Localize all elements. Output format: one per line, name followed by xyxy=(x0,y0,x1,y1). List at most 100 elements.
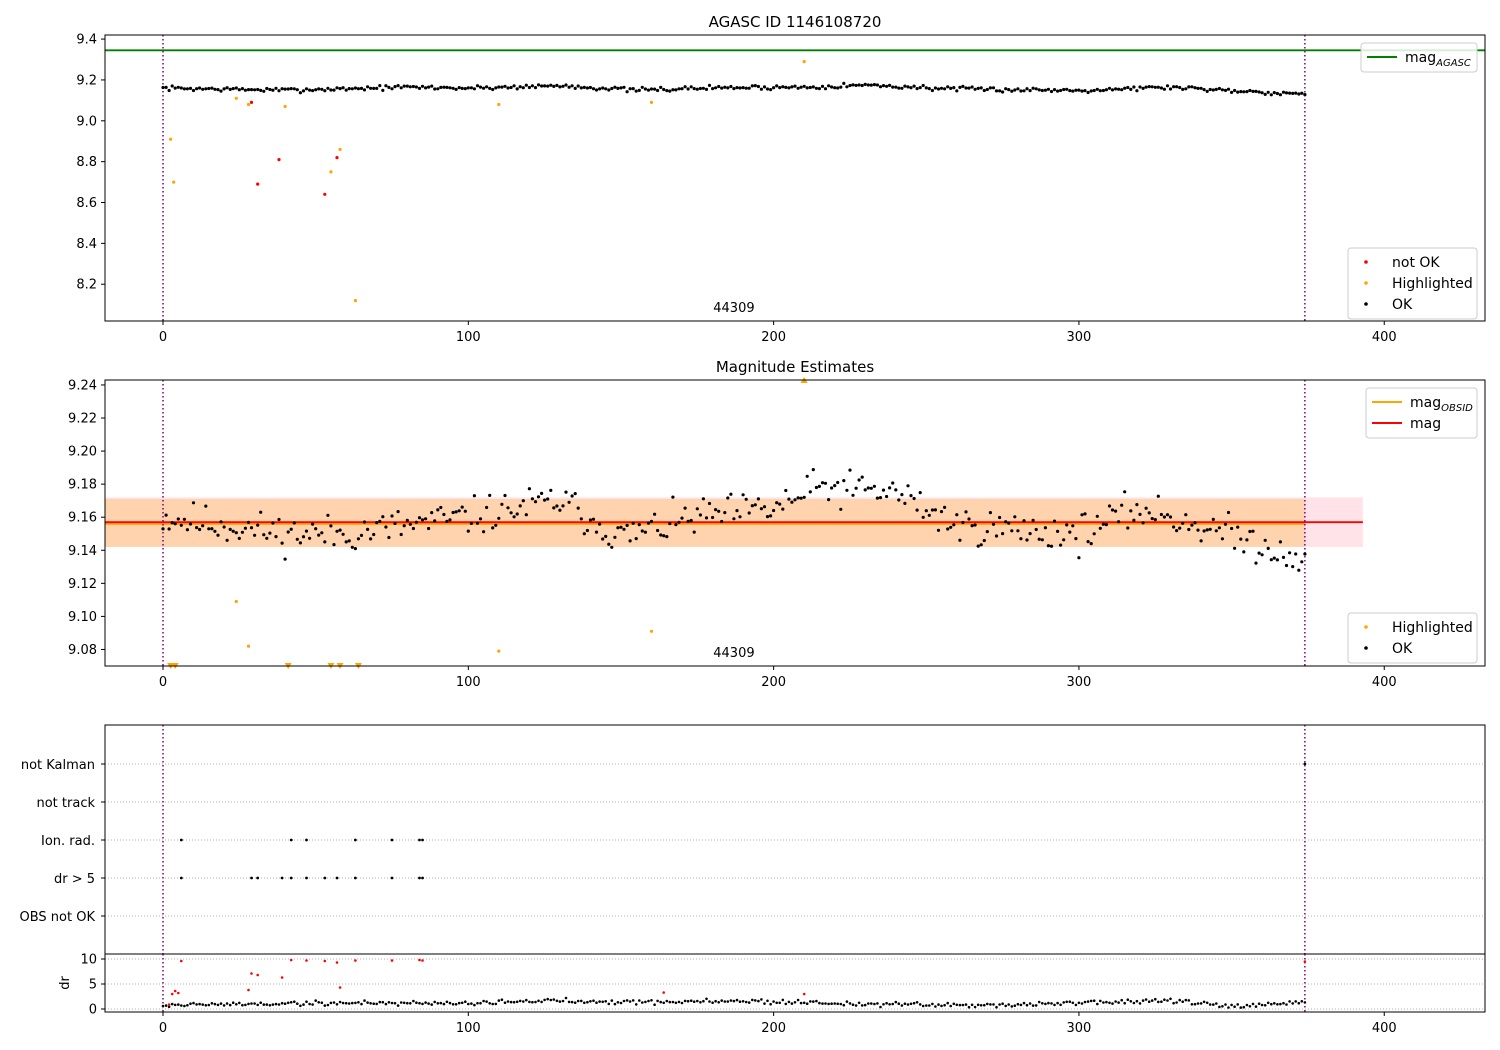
p2-ok-point-46 xyxy=(301,535,306,539)
p2-ok-point-29 xyxy=(249,526,254,530)
p4-dr-ok-point-97 xyxy=(457,1001,461,1005)
p1-highlighted-point-2 xyxy=(234,96,238,100)
p2-ok-point-165 xyxy=(665,535,669,539)
p1-ok-point-62 xyxy=(350,87,354,91)
p2-ok-point-95 xyxy=(451,510,455,515)
p2-axes-frame xyxy=(104,379,1486,667)
p4-dr-ok-point-368 xyxy=(1285,1003,1288,1006)
p4-dr-ok-point-305 xyxy=(1092,999,1096,1002)
p1-ok-point-30 xyxy=(253,88,257,92)
p1-ok-point-371 xyxy=(1294,91,1298,95)
p2-ok-point-296 xyxy=(1065,523,1069,527)
p4-dr-ok-point-191 xyxy=(744,1000,748,1004)
p2-legend-bottom-swatch-1 xyxy=(1364,646,1368,650)
p2-ok-point-152 xyxy=(625,523,629,528)
p2-ok-point-110 xyxy=(497,516,501,520)
p1-ok-point-161 xyxy=(653,87,657,91)
p1-ok-point-98 xyxy=(460,86,464,90)
p2-ok-point-75 xyxy=(390,514,394,518)
p1-ok-point-305 xyxy=(1092,88,1096,93)
p1-ok-point-271 xyxy=(988,86,993,90)
p2-ok-point-63 xyxy=(353,547,357,551)
p2-ok-point-119 xyxy=(524,513,528,517)
p1-ok-point-181 xyxy=(714,86,718,90)
p1-ok-point-173 xyxy=(689,85,693,89)
p4-dr-ok-point-279 xyxy=(1013,1004,1017,1007)
dr-axis-label: dr xyxy=(58,976,73,990)
p1-ok-point-202 xyxy=(778,86,782,90)
p2-ok-point-55 xyxy=(329,524,333,528)
p4-dr-ok-point-252 xyxy=(931,1002,934,1006)
p2-ok-point-145 xyxy=(604,534,608,539)
p4-dr-ok-point-275 xyxy=(1001,1002,1004,1005)
p4-dr-ok-point-6 xyxy=(180,1004,183,1007)
p4-dr-ok-point-171 xyxy=(683,999,687,1003)
p1-ok-point-372 xyxy=(1297,92,1301,96)
p2-ok-point-206 xyxy=(790,500,794,504)
p1-ok-point-321 xyxy=(1141,86,1145,90)
p2-ok-point-22 xyxy=(228,527,232,532)
p1-ok-point-40 xyxy=(283,87,287,91)
p2-ok-point-254 xyxy=(936,528,941,532)
p1-ok-point-238 xyxy=(888,83,892,87)
p4-dr-ok-point-186 xyxy=(729,999,733,1002)
p2-ok-point-364 xyxy=(1272,556,1276,560)
p1-ok-point-239 xyxy=(891,85,895,89)
p2-ok-point-115 xyxy=(512,515,516,519)
p2-ok-point-167 xyxy=(671,495,675,499)
p2-ok-point-344 xyxy=(1211,517,1215,522)
p1-ok-point-77 xyxy=(396,84,400,88)
p1-ok-point-167 xyxy=(671,88,675,92)
p4-dr-ok-point-28 xyxy=(247,1002,250,1006)
p4-dr-ok-point-23 xyxy=(231,1001,235,1004)
p4-dr-ok-point-370 xyxy=(1291,1002,1294,1005)
p2-ytick-label-3: 9.14 xyxy=(68,544,97,559)
p4-dr-ok-point-17 xyxy=(213,1002,217,1006)
p1-ok-point-75 xyxy=(390,87,394,91)
p2-ok-point-336 xyxy=(1187,527,1191,532)
p2-ok-point-97 xyxy=(457,509,461,513)
p2-ok-point-341 xyxy=(1202,529,1206,533)
p4-dr-ok-point-4 xyxy=(173,1003,177,1007)
p1-ok-point-218 xyxy=(827,84,831,88)
p2-ok-point-28 xyxy=(246,520,251,525)
p2-ok-point-214 xyxy=(814,485,819,490)
p1-ok-point-356 xyxy=(1248,88,1252,93)
p2-ok-point-124 xyxy=(540,491,544,495)
p1-ok-point-141 xyxy=(591,87,596,91)
p2-ok-point-177 xyxy=(701,497,706,501)
p1-ok-point-36 xyxy=(271,88,275,92)
p4-dr-ok-point-2 xyxy=(167,1005,171,1009)
p1-ok-point-93 xyxy=(445,85,449,89)
p1-ok-point-360 xyxy=(1260,91,1264,95)
flag-point-1-0 xyxy=(179,876,183,880)
p1-ok-point-299 xyxy=(1074,88,1078,92)
p4-dr-ok-point-128 xyxy=(552,998,556,1001)
p2-ok-point-133 xyxy=(567,500,571,504)
p1-ok-point-253 xyxy=(933,86,938,90)
p4-dr-ok-point-33 xyxy=(262,1003,266,1006)
p1-ok-point-222 xyxy=(839,85,843,89)
p2-ok-point-153 xyxy=(628,539,632,543)
p2-legend-bottom-swatch-0 xyxy=(1364,625,1368,629)
p4-dr-ok-point-82 xyxy=(412,999,415,1003)
p4-dr-ok-point-137 xyxy=(580,999,583,1003)
p1-legend-bottom-box xyxy=(1347,247,1478,320)
p2-ok-point-278 xyxy=(1010,529,1014,533)
p2-ok-point-272 xyxy=(991,522,996,526)
p1-ok-point-195 xyxy=(756,84,761,89)
panel2-title: Magnitude Estimates xyxy=(716,358,874,376)
p1-ok-point-6 xyxy=(179,86,183,90)
p2-ok-point-317 xyxy=(1129,509,1133,513)
p2-ok-point-233 xyxy=(872,484,877,488)
p1-ok-point-193 xyxy=(750,84,754,88)
p4-dr-ok-point-164 xyxy=(662,1001,665,1005)
p4-dr-ok-point-106 xyxy=(485,1000,488,1003)
p4-dr-ok-point-183 xyxy=(720,999,723,1002)
p2-ok-point-321 xyxy=(1141,521,1145,525)
p1-ok-point-112 xyxy=(503,84,507,88)
p1-ok-point-323 xyxy=(1147,85,1151,89)
p1-ok-point-26 xyxy=(240,87,244,91)
p2-ok-point-247 xyxy=(915,508,919,512)
